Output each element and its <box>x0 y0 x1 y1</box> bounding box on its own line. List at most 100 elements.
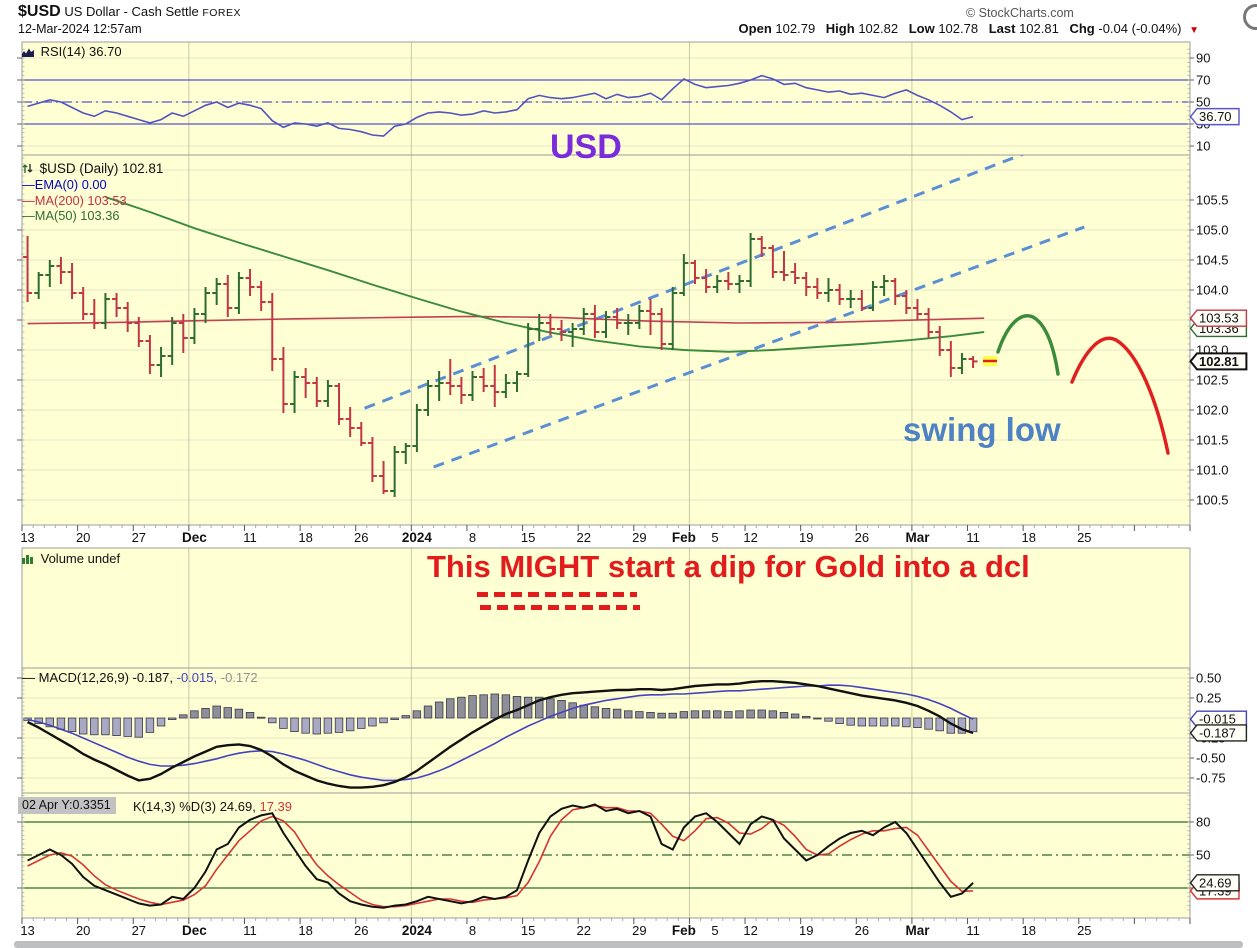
updown-arrows-icon <box>22 162 33 177</box>
price-legend[interactable]: $USD (Daily) 102.81 —EMA(0) 0.00 —MA(200… <box>22 161 163 224</box>
x-axis-label: 12 <box>743 530 757 545</box>
axis-value-box <box>1189 309 1248 327</box>
ema-legend: —EMA(0) 0.00 <box>22 177 107 193</box>
axis-value-box <box>1189 107 1240 126</box>
y-axis-label: 102.5 <box>1196 373 1229 388</box>
x-axis-label: 26 <box>354 923 368 938</box>
exchange: FOREX <box>202 7 241 19</box>
symbol-name: US Dollar - Cash Settle <box>64 4 199 19</box>
chg-label: Chg <box>1069 21 1095 36</box>
x-axis-label: Feb <box>672 923 696 938</box>
chg-down-triangle-icon[interactable]: ▼ <box>1189 25 1199 36</box>
copyright: © StockCharts.com <box>966 6 1074 20</box>
red-dashes-row1 <box>477 592 637 597</box>
x-axis-label: 20 <box>76 530 90 545</box>
svg-text:103.53: 103.53 <box>1199 311 1239 326</box>
x-axis-label: 11 <box>966 530 980 545</box>
x-axis-label: 22 <box>577 530 591 545</box>
volume-legend[interactable]: Volume undef <box>22 551 120 567</box>
high-label: High <box>825 21 855 36</box>
x-axis-label: 8 <box>469 530 476 545</box>
svg-text:24.69: 24.69 <box>1199 875 1232 890</box>
rsi-legend[interactable]: RSI(14) 36.70 <box>22 44 122 60</box>
x-axis-label: 11 <box>243 530 257 545</box>
x-axis-label: 18 <box>1021 923 1035 938</box>
y-axis-label: 0.25 <box>1196 691 1221 706</box>
price-legend-title: $USD (Daily) 102.81 <box>39 161 164 176</box>
volume-legend-label: Volume undef <box>40 551 121 566</box>
y-axis-label: 90 <box>1196 51 1210 66</box>
low-value: 102.78 <box>938 21 979 36</box>
x-axis-label: 19 <box>799 530 813 545</box>
low-label: Low <box>908 21 935 36</box>
open-value: 102.79 <box>775 21 816 36</box>
x-axis-label: Mar <box>905 530 930 545</box>
red-dashes-row2 <box>480 605 640 610</box>
x-axis-label: 20 <box>76 923 90 938</box>
y-axis-label: 104.0 <box>1196 283 1229 298</box>
y-axis-label: 101.0 <box>1196 463 1229 478</box>
x-axis-label: 27 <box>132 530 146 545</box>
bottom-scrollbar[interactable] <box>14 941 1243 948</box>
y-axis-label: 101.5 <box>1196 433 1229 448</box>
x-axis-label: 5 <box>711 923 718 938</box>
chg-value: -0.04 (-0.04%) <box>1098 21 1182 36</box>
x-axis-label: 18 <box>298 923 312 938</box>
rsi-legend-label: RSI(14) 36.70 <box>40 44 122 59</box>
y-axis-label: 50 <box>1196 95 1210 110</box>
crosshair-tooltip: 02 Apr Y:0.3351 <box>18 797 116 814</box>
svg-text:36.70: 36.70 <box>1199 109 1232 124</box>
macd-legend[interactable]: — MACD(12,26,9) -0.187, -0.015, -0.172 <box>22 670 258 685</box>
gold-note-annotation: This MIGHT start a dip for Gold into a d… <box>427 549 1030 584</box>
x-axis-label: 27 <box>132 923 146 938</box>
quote-bar: Open 102.79 High 102.82 Low 102.78 Last … <box>739 21 1199 36</box>
ohlc-bars <box>23 233 978 497</box>
x-axis-label: 26 <box>855 923 869 938</box>
last-value: 102.81 <box>1019 21 1059 36</box>
trend-channel <box>364 155 1085 469</box>
y-axis-label: -0.50 <box>1196 751 1226 766</box>
ma50-legend: —MA(50) 103.36 <box>22 208 120 224</box>
y-axis-label: 105.5 <box>1196 193 1229 208</box>
x-axis-label: 8 <box>469 923 476 938</box>
high-value: 102.82 <box>858 21 899 36</box>
stoch-k-line <box>27 803 974 909</box>
stockcharts-logo-icon <box>1243 4 1257 30</box>
rsi-series <box>27 74 974 137</box>
macd-line <box>27 680 974 789</box>
y-axis-label: 102.0 <box>1196 403 1229 418</box>
x-axis-label: 18 <box>298 530 312 545</box>
svg-text:102.81: 102.81 <box>1199 354 1239 369</box>
x-axis-label: 26 <box>354 530 368 545</box>
x-axis-label: 25 <box>1077 530 1091 545</box>
x-axis-label: Dec <box>182 530 207 545</box>
y-axis-label: -0.75 <box>1196 771 1226 786</box>
ma200-line <box>27 315 985 325</box>
x-axis-label: 15 <box>521 923 535 938</box>
y-axis-label: 104.5 <box>1196 253 1229 268</box>
ma200-legend: —MA(200) 103.53 <box>22 192 127 208</box>
area-chart-icon <box>22 45 34 60</box>
x-axis-label: 22 <box>577 923 591 938</box>
x-axis-label: Mar <box>905 923 930 938</box>
swing-low-annotation: swing low <box>903 411 1061 448</box>
macd-hist-value: -0.172 <box>220 670 258 685</box>
y-axis-label: 10 <box>1196 139 1210 154</box>
x-axis-label: 25 <box>1077 923 1091 938</box>
green-arch <box>996 314 1060 376</box>
x-axis-label: 18 <box>1021 530 1035 545</box>
x-axis-label: 2024 <box>402 530 433 545</box>
chart-datetime: 12-Mar-2024 12:57am <box>18 22 142 36</box>
red-arch <box>1070 336 1170 455</box>
axis-value-box <box>1189 352 1248 371</box>
x-axis-label: 12 <box>743 923 757 938</box>
stoch-legend[interactable]: K(14,3) %D(3) 24.69, 17.39 <box>133 799 292 814</box>
symbol: $USD <box>18 3 61 20</box>
y-axis-label: 80 <box>1196 815 1210 830</box>
x-axis-label: 11 <box>966 923 980 938</box>
y-axis-label: 50 <box>1196 848 1210 863</box>
x-axis-label: 19 <box>799 923 813 938</box>
x-axis-label: 13 <box>20 923 34 938</box>
